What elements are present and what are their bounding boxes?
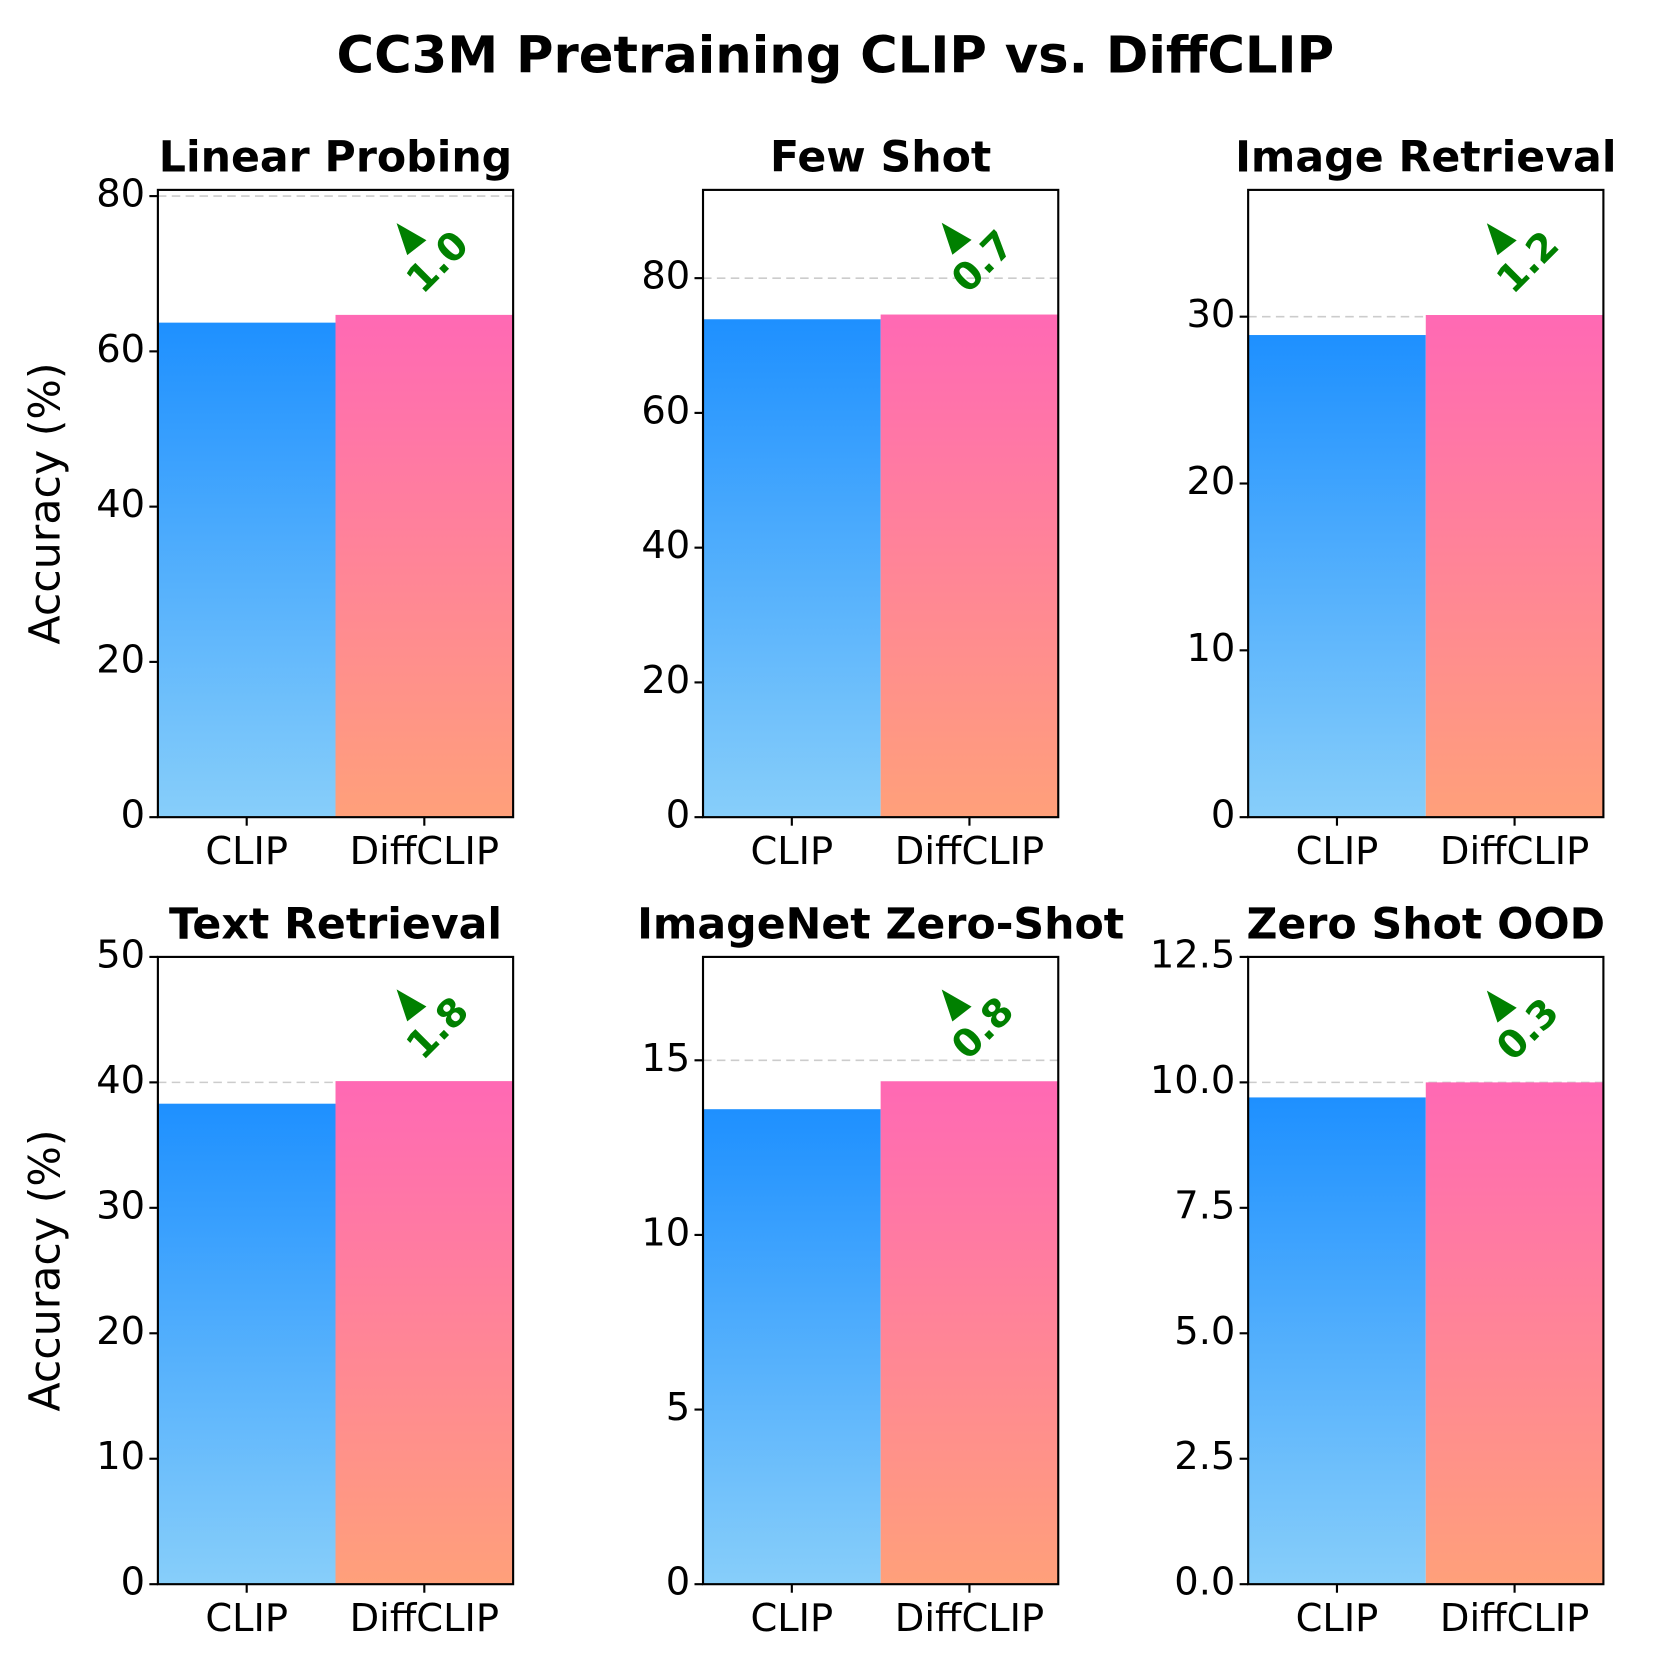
bar bbox=[880, 314, 1059, 818]
annotation-arrow bbox=[1486, 990, 1517, 1023]
y-axis-label: Accuracy (%) bbox=[21, 1129, 71, 1411]
y-tick-label: 80 bbox=[96, 172, 145, 217]
y-tick-label: 0 bbox=[666, 793, 690, 838]
subplot-title: Text Retrieval bbox=[169, 900, 502, 950]
x-tick-label: CLIP bbox=[750, 1596, 833, 1641]
bar bbox=[157, 1103, 336, 1585]
y-tick-label: 15 bbox=[641, 1036, 690, 1081]
bar bbox=[335, 1081, 514, 1585]
y-tick-label: 10 bbox=[641, 1210, 690, 1255]
y-axis-label: Accuracy (%) bbox=[21, 362, 71, 644]
y-tick-label: 20 bbox=[641, 658, 690, 703]
bar bbox=[1248, 335, 1426, 818]
x-tick-label: CLIP bbox=[205, 829, 288, 874]
axes-frame bbox=[1247, 188, 1605, 819]
y-tick-label: 60 bbox=[96, 327, 145, 372]
x-tick-label: DiffCLIP bbox=[350, 829, 499, 874]
annotation-arrow bbox=[396, 989, 427, 1022]
x-tick-label: DiffCLIP bbox=[895, 829, 1044, 874]
axes-frame bbox=[701, 188, 1060, 819]
subplot-title: Zero Shot OOD bbox=[1246, 900, 1605, 950]
y-tick-label: 0 bbox=[121, 793, 145, 838]
y-tick-label: 2.5 bbox=[1174, 1434, 1235, 1479]
bar bbox=[1425, 1082, 1604, 1585]
x-tick-label: CLIP bbox=[1296, 829, 1379, 874]
y-tick-label: 10.0 bbox=[1150, 1058, 1235, 1103]
y-tick-label: 0 bbox=[121, 1560, 145, 1605]
y-tick-label: 12.5 bbox=[1150, 932, 1235, 977]
bar bbox=[335, 314, 514, 818]
bar bbox=[157, 322, 336, 818]
annotation-arrow bbox=[941, 989, 972, 1022]
y-tick-label: 7.5 bbox=[1174, 1183, 1235, 1228]
y-tick-label: 30 bbox=[1186, 292, 1235, 337]
x-tick-label: CLIP bbox=[205, 1596, 288, 1641]
x-tick-label: CLIP bbox=[1296, 1596, 1379, 1641]
y-tick-label: 20 bbox=[96, 1309, 145, 1354]
y-tick-label: 0.0 bbox=[1174, 1560, 1235, 1605]
axes-frame bbox=[701, 955, 1060, 1586]
y-tick-label: 60 bbox=[641, 388, 690, 433]
axes-frame bbox=[1247, 955, 1605, 1586]
subplot-title: Few Shot bbox=[770, 133, 991, 183]
bar bbox=[703, 1109, 881, 1585]
y-tick-label: 50 bbox=[96, 932, 145, 977]
y-tick-label: 0 bbox=[1211, 793, 1235, 838]
y-tick-label: 80 bbox=[641, 254, 690, 299]
y-tick-label: 0 bbox=[666, 1560, 690, 1605]
x-tick-label: CLIP bbox=[750, 829, 833, 874]
x-tick-label: DiffCLIP bbox=[1440, 829, 1589, 874]
bar bbox=[703, 319, 881, 818]
figure-title: CC3M Pretraining CLIP vs. DiffCLIP bbox=[337, 26, 1335, 86]
y-tick-label: 30 bbox=[96, 1183, 145, 1228]
bar bbox=[1425, 315, 1604, 818]
annotation-arrow bbox=[941, 222, 972, 255]
y-tick-label: 40 bbox=[96, 1058, 145, 1103]
y-tick-label: 5.0 bbox=[1174, 1309, 1235, 1354]
y-tick-label: 20 bbox=[1186, 459, 1235, 504]
bar bbox=[880, 1081, 1059, 1585]
subplot-title: ImageNet Zero-Shot bbox=[637, 900, 1124, 950]
y-tick-label: 10 bbox=[96, 1434, 145, 1479]
y-tick-label: 40 bbox=[96, 482, 145, 527]
annotation-arrow bbox=[396, 223, 427, 256]
bar bbox=[1248, 1097, 1426, 1585]
x-tick-label: DiffCLIP bbox=[895, 1596, 1044, 1641]
axes-frame bbox=[156, 188, 515, 819]
axes-frame bbox=[156, 955, 515, 1586]
y-tick-label: 40 bbox=[641, 523, 690, 568]
x-tick-label: DiffCLIP bbox=[350, 1596, 499, 1641]
subplot-title: Image Retrieval bbox=[1235, 133, 1616, 183]
annotation-arrow bbox=[1486, 223, 1517, 256]
y-tick-label: 10 bbox=[1186, 626, 1235, 671]
y-tick-label: 5 bbox=[666, 1385, 690, 1430]
y-tick-label: 20 bbox=[96, 637, 145, 682]
subplot-title: Linear Probing bbox=[159, 133, 512, 183]
x-tick-label: DiffCLIP bbox=[1440, 1596, 1589, 1641]
